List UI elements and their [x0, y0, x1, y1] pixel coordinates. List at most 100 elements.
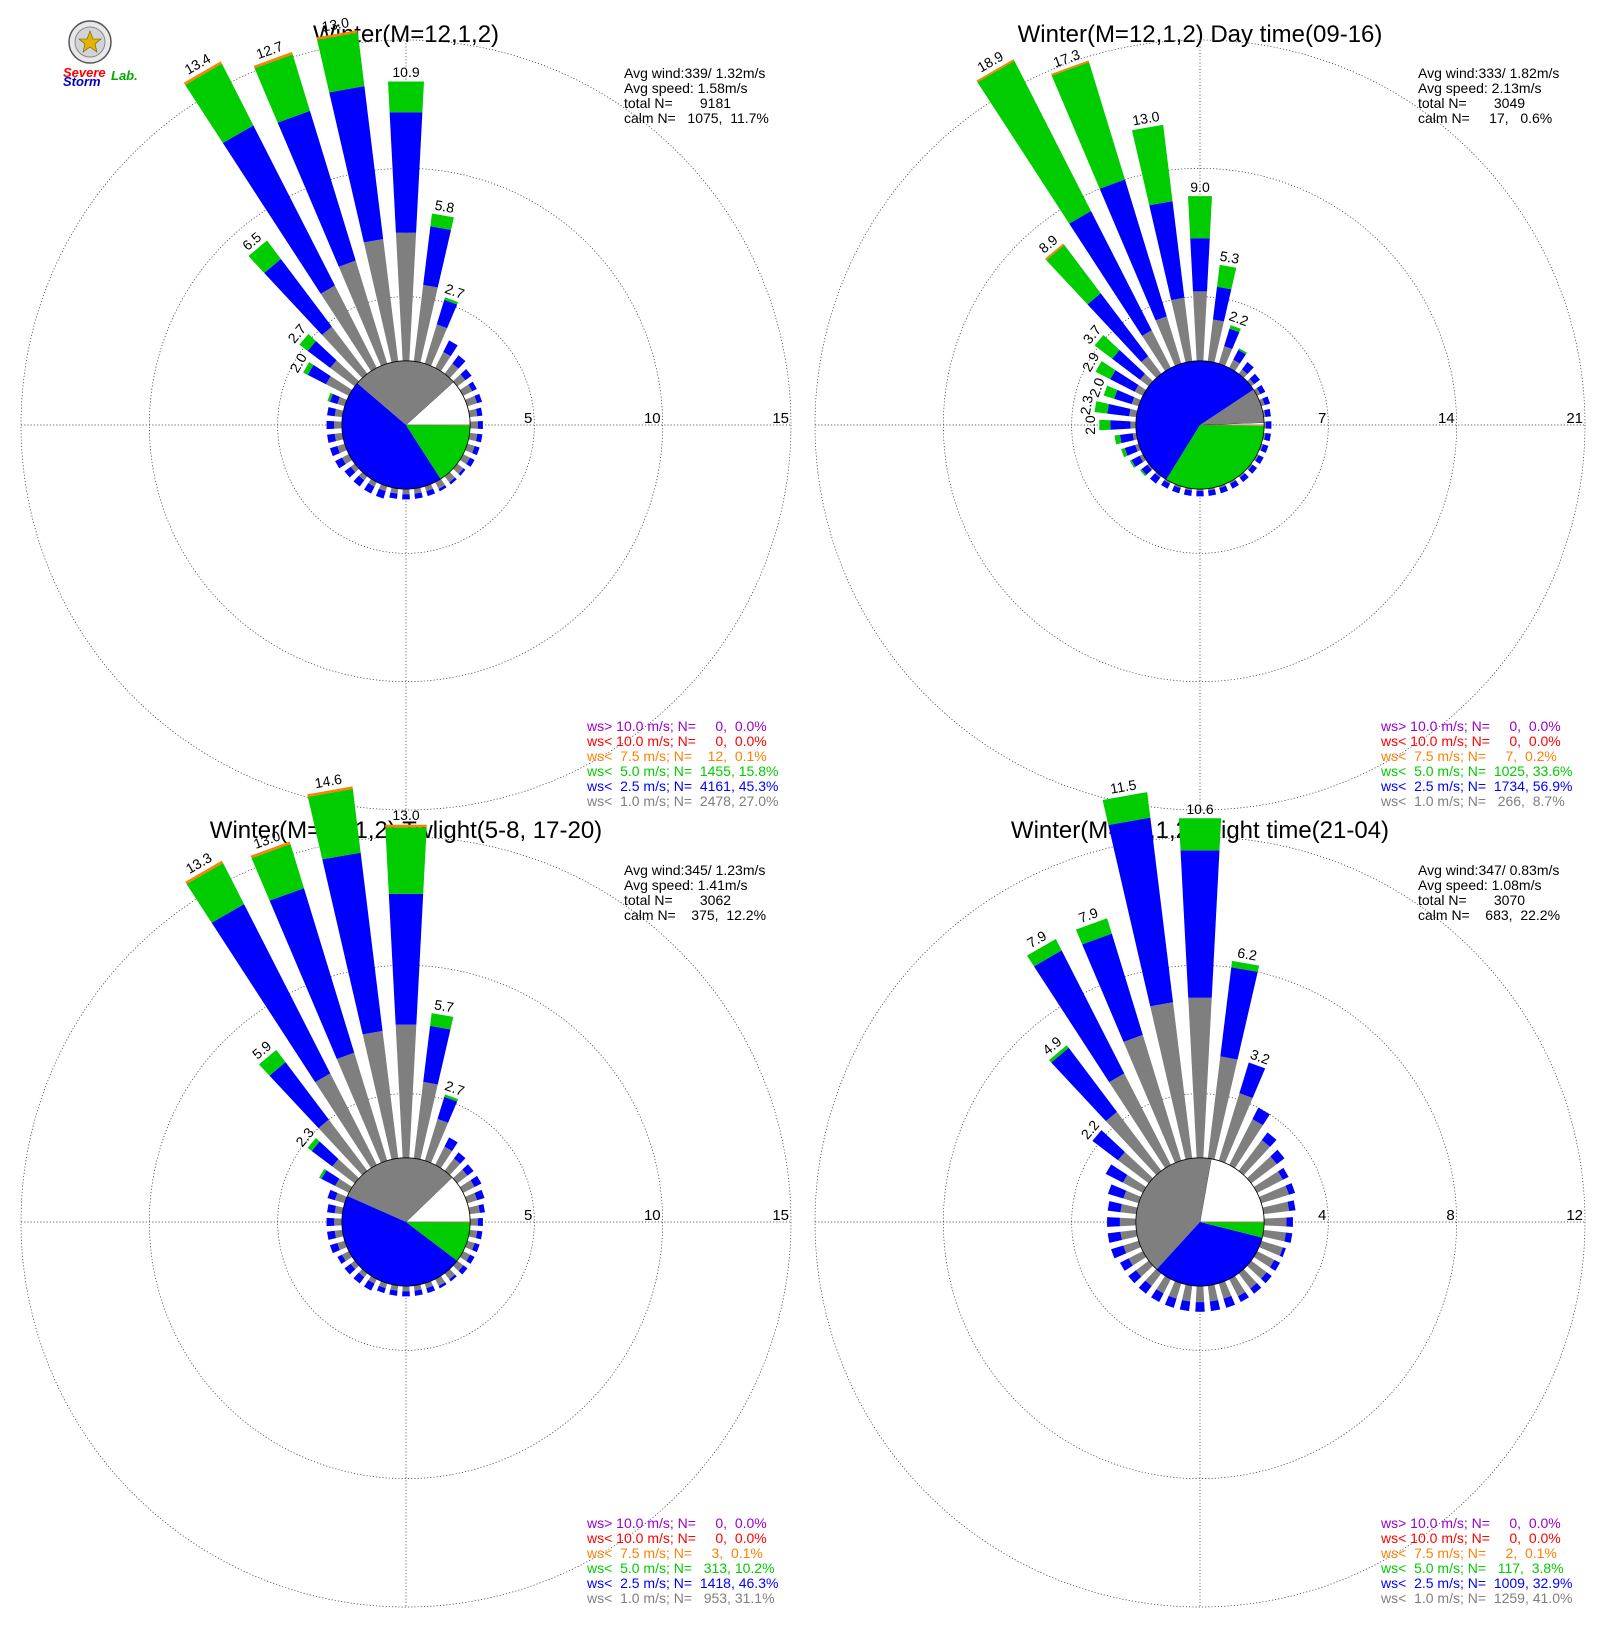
bar-segment-lt2-5 — [437, 300, 457, 328]
legend-entry: ws< 7.5 m/s; N= 3, 0.1% — [586, 1545, 763, 1561]
sector-bar — [389, 488, 398, 499]
legend-entry: ws< 1.0 m/s; N= 266, 8.7% — [1380, 793, 1565, 809]
sector-bar — [1208, 1285, 1220, 1312]
lab-logo: Severe Storm Lab. — [63, 21, 138, 89]
sector-bar — [327, 1204, 343, 1214]
legend-entry: ws< 10.0 m/s; N= 0, 0.0% — [586, 1530, 767, 1546]
sector-bar — [330, 444, 347, 456]
logo-storm-text: Storm — [63, 74, 101, 89]
bar-segment-lt2-5 — [1120, 433, 1134, 443]
bar-value-label: 9.0 — [1190, 179, 1210, 195]
sector-bar — [1263, 1200, 1296, 1214]
bar-segment-lt1 — [1182, 1285, 1192, 1302]
bar-segment-lt5 — [1099, 420, 1110, 431]
sector-bar — [1180, 1285, 1192, 1312]
bar-segment-lt2-5 — [1107, 1217, 1120, 1227]
bar-segment-lt2-5 — [478, 421, 483, 429]
bar-value-label: 2.0 — [1082, 415, 1098, 435]
sector-bar — [1264, 421, 1271, 428]
sector-bar — [470, 1218, 483, 1226]
ring-label: 10 — [644, 410, 661, 427]
bar-value-label: 13.0 — [1131, 108, 1161, 129]
bar-segment-lt5 — [1179, 818, 1221, 850]
bar-segment-lt5 — [385, 827, 426, 894]
bar-segment-lt2-5 — [478, 1218, 483, 1226]
bar-value-label: 13.0 — [392, 807, 419, 823]
stats-line: total N= 9181 — [624, 95, 731, 111]
legend-entry: ws< 5.0 m/s; N= 313, 10.2% — [586, 1560, 775, 1576]
legend-entry: ws> 10.0 m/s; N= 0, 0.0% — [586, 718, 767, 734]
sector-bar — [470, 421, 483, 429]
bar-value-label: 5.8 — [434, 197, 456, 216]
bar-segment-lt1 — [470, 421, 478, 429]
bar-value-label: 5.3 — [1219, 248, 1241, 267]
bar-value-label: 10.6 — [1186, 801, 1213, 817]
ring-label: 5 — [524, 410, 532, 427]
sector-bar — [1099, 420, 1136, 431]
sector-bar — [1188, 196, 1212, 361]
sector-bar — [402, 489, 410, 499]
legend-entry: ws< 10.0 m/s; N= 0, 0.0% — [1380, 733, 1561, 749]
bar-segment-lt1 — [402, 489, 409, 494]
ring-label: 15 — [772, 410, 789, 427]
stats-line: Avg wind:339/ 1.32m/s — [624, 65, 765, 81]
bar-segment-lt2-5 — [1108, 1184, 1126, 1198]
legend-entry: ws> 10.0 m/s; N= 0, 0.0% — [1380, 1515, 1561, 1531]
legend-entry: ws< 1.0 m/s; N= 1259, 41.0% — [1380, 1590, 1572, 1606]
bar-segment-lt1 — [1188, 998, 1212, 1158]
bar-segment-lt2-5 — [1195, 1302, 1204, 1312]
sector-bar — [469, 408, 483, 418]
bar-segment-lt1 — [1123, 1191, 1141, 1204]
legend-entry: ws< 7.5 m/s; N= 2, 0.1% — [1380, 1545, 1557, 1561]
center-pie — [1136, 1158, 1264, 1286]
stats-line: calm N= 1075, 11.7% — [624, 110, 769, 126]
sector-bar — [465, 1190, 484, 1203]
bar-segment-lt1 — [1130, 421, 1135, 428]
bar-segment-lt5 — [1132, 125, 1173, 206]
bar-segment-lt2-5 — [1107, 404, 1130, 416]
bar-segment-lt2-5 — [1184, 489, 1192, 496]
bar-segment-lt2-5 — [1106, 1164, 1128, 1182]
bar-value-label: 11.5 — [1109, 776, 1138, 796]
bar-segment-lt2-5 — [327, 1231, 336, 1240]
stats-line: Avg wind:347/ 0.83m/s — [1418, 862, 1559, 878]
ring-label: 14 — [1438, 410, 1455, 427]
sector-bar — [1107, 1217, 1136, 1227]
bar-segment-lt1 — [1169, 1281, 1182, 1299]
logo-lab-text: Lab. — [111, 68, 138, 83]
bar-segment-lt1 — [396, 1025, 417, 1158]
bar-segment-lt2-5 — [1190, 238, 1210, 291]
legend-entry: ws< 7.5 m/s; N= 7, 0.2% — [1380, 748, 1557, 764]
ring-label: 8 — [1446, 1207, 1454, 1224]
bar-segment-lt2-5 — [1210, 1300, 1220, 1311]
sector-bar — [1108, 1230, 1138, 1243]
sector-bar — [1195, 1286, 1204, 1312]
stats-line: total N= 3062 — [624, 892, 731, 908]
ring-label: 4 — [1318, 1207, 1326, 1224]
sector-bar — [327, 1218, 342, 1226]
bar-segment-lt1 — [1259, 1241, 1283, 1256]
bar-segment-lt2-5 — [1108, 1201, 1122, 1212]
legend-entry: ws< 2.5 m/s; N= 1734, 56.9% — [1380, 778, 1572, 794]
sector-bar — [1121, 444, 1141, 457]
bar-segment-lt2-5 — [1266, 421, 1271, 428]
stats-line: total N= 3070 — [1418, 892, 1525, 908]
bar-segment-lt2-5 — [1180, 1300, 1190, 1311]
bar-value-label: 5.7 — [433, 996, 455, 1015]
bar-segment-lt2-5 — [389, 894, 423, 1025]
ring-label: 12 — [1566, 1207, 1583, 1224]
stats-line: calm N= 17, 0.6% — [1418, 110, 1552, 126]
bar-segment-lt5 — [388, 82, 424, 113]
bar-segment-lt1 — [469, 1205, 480, 1214]
legend-entry: ws< 2.5 m/s; N= 1009, 32.9% — [1380, 1575, 1572, 1591]
legend-entry: ws< 5.0 m/s; N= 117, 3.8% — [1380, 1560, 1564, 1576]
bar-segment-lt7-5 — [385, 825, 427, 828]
bar-segment-lt2-5 — [423, 226, 451, 287]
legend-entry: ws< 1.0 m/s; N= 2478, 27.0% — [586, 793, 778, 809]
bar-segment-lt2-5 — [327, 407, 336, 416]
bar-segment-lt1 — [334, 421, 342, 429]
